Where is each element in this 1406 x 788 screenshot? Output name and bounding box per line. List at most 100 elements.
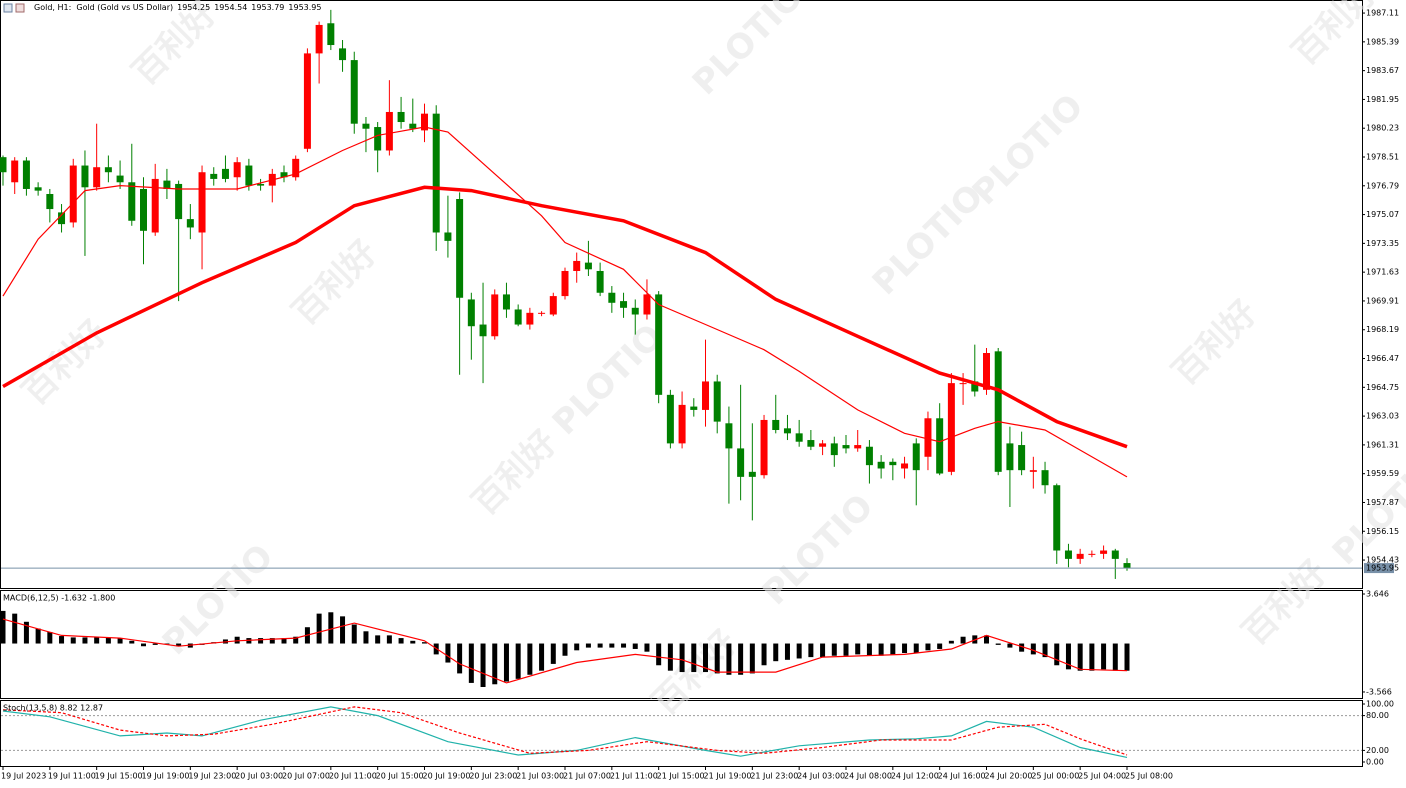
macd-bar: [703, 643, 708, 673]
watermark: 百利好: [285, 233, 385, 333]
macd-bar: [1101, 643, 1107, 670]
candle-body: [1064, 550, 1072, 559]
candle-body: [795, 433, 803, 442]
x-tick-label: 19 Jul 23:00: [188, 772, 236, 781]
indicator-title: MACD(6,12,5) -1.632 -1.800: [3, 594, 115, 603]
y-tick-label: 1964.75: [1366, 383, 1399, 392]
y-tick-label: -3.566: [1366, 687, 1392, 696]
x-tick-label: 25 Jul 00:00: [1031, 772, 1079, 781]
candle-body: [936, 418, 944, 474]
macd-bar: [164, 643, 170, 645]
macd-bar: [925, 643, 931, 651]
watermark: 百利好: [1165, 293, 1265, 393]
header-close: 1953.95: [288, 3, 322, 12]
x-tick-label: 19 Jul 15:00: [95, 772, 143, 781]
candle-body: [210, 173, 218, 179]
x-tick-label: 21 Jul 23:00: [750, 772, 798, 781]
candle-body: [409, 123, 417, 129]
candle-body: [198, 172, 206, 233]
macd-bar: [281, 638, 287, 644]
macd-bar: [1089, 643, 1095, 671]
macd-bar: [375, 635, 381, 644]
candle-body: [479, 324, 487, 337]
y-tick-label: 1956.15: [1366, 527, 1399, 536]
x-tick-label: 20 Jul 19:00: [423, 772, 471, 781]
y-tick-label: 100.00: [1366, 700, 1394, 709]
macd-bar: [749, 643, 755, 674]
macd-bar: [1054, 643, 1060, 666]
x-tick-label: 24 Jul 03:00: [797, 772, 845, 781]
candle-body: [947, 383, 955, 472]
candle-body: [116, 175, 124, 183]
candle-body: [842, 445, 850, 449]
macd-bar: [597, 643, 603, 648]
y-tick-label: 1954.43: [1366, 556, 1399, 565]
candle-body: [737, 448, 745, 477]
candle-body: [912, 443, 920, 471]
watermark: 百利好: [15, 313, 115, 413]
watermark: PLOTIO: [545, 316, 672, 443]
candle-body: [163, 180, 171, 189]
x-tick-label: 25 Jul 04:00: [1078, 772, 1126, 781]
watermark: 百利好: [465, 423, 565, 523]
y-tick-label: 1985.39: [1366, 37, 1399, 46]
macd-bar: [23, 621, 29, 644]
y-tick-label: 1966.47: [1366, 354, 1399, 363]
watermark: 百利好: [125, 0, 225, 93]
x-tick-label: 19 Jul 2023: [1, 772, 46, 781]
candle-body: [819, 443, 827, 447]
candle-body: [432, 113, 440, 233]
x-tick-label: 21 Jul 07:00: [563, 772, 611, 781]
macd-bar: [1019, 643, 1025, 652]
macd-bar: [585, 643, 591, 648]
header-title: Gold, H1: Gold (Gold vs US Dollar): [34, 3, 174, 12]
macd-bar: [105, 637, 111, 644]
candle-body: [725, 423, 733, 449]
x-tick-label: 19 Jul 11:00: [48, 772, 96, 781]
y-tick-label: 1961.31: [1366, 440, 1399, 449]
header: Gold, H1: Gold (Gold vs US Dollar) 1954.2…: [34, 3, 325, 12]
candle-body: [807, 440, 815, 447]
macd-bar: [667, 643, 673, 671]
macd-bar: [855, 643, 861, 655]
macd-bar: [503, 643, 509, 682]
y-tick-label: 1980.23: [1366, 124, 1399, 133]
candle-body: [783, 428, 791, 434]
x-tick-label: 21 Jul 03:00: [516, 772, 564, 781]
candle-body: [374, 127, 382, 151]
candle-body: [713, 381, 721, 422]
candle-body: [362, 123, 370, 129]
macd-bar: [1042, 643, 1048, 658]
candle-body: [93, 167, 101, 188]
candle-body: [467, 299, 475, 327]
candle-body: [889, 461, 897, 466]
candle-body: [1088, 553, 1096, 555]
candle-body: [1006, 443, 1014, 471]
macd-bar: [691, 643, 697, 673]
x-tick-label: 25 Jul 08:00: [1125, 772, 1173, 781]
candle-body: [491, 294, 499, 337]
macd-bar: [902, 643, 908, 654]
candle-body: [1053, 485, 1061, 551]
macd-bar: [12, 613, 18, 644]
watermark: PLOTIO: [685, 0, 812, 103]
candle-body: [292, 158, 300, 178]
candle-body: [1100, 550, 1108, 554]
macd-bar: [714, 643, 720, 674]
macd-bar: [644, 643, 650, 652]
candle-body: [69, 165, 77, 223]
symbol-icon: [15, 3, 25, 13]
x-tick-label: 20 Jul 07:00: [282, 772, 330, 781]
macd-bar: [820, 643, 826, 658]
candle-body: [573, 260, 581, 271]
macd-bar: [258, 638, 264, 644]
candle-body: [584, 262, 592, 270]
watermark: PLOTIO: [865, 176, 992, 303]
y-tick-label: 1963.03: [1366, 412, 1399, 421]
macd-bar: [176, 643, 182, 647]
moving-average-line: [2, 185, 1128, 449]
candle-body: [983, 353, 990, 390]
candle-body: [81, 165, 89, 188]
macd-bar: [1007, 643, 1013, 648]
